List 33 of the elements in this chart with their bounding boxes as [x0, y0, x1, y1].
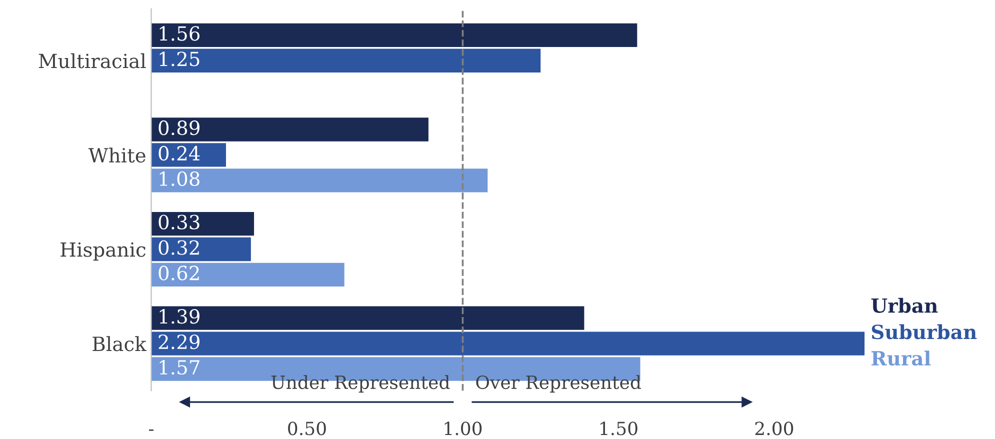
bar — [151, 262, 344, 287]
text: Rural — [872, 350, 931, 366]
data-label: 1.08 — [160, 171, 200, 186]
x-tick-label: - — [148, 429, 154, 431]
y-tick-label: Black — [92, 336, 147, 352]
x-tick-label: 0.50 — [288, 422, 326, 436]
data-label: 1.39 — [160, 309, 200, 324]
data-label: 1.57 — [160, 360, 200, 375]
text: Urban — [871, 298, 938, 313]
y-tick-label: Hispanic — [60, 242, 146, 261]
bar — [151, 306, 584, 330]
bar — [151, 118, 428, 142]
bar — [151, 48, 541, 72]
bar — [151, 23, 638, 48]
bar — [151, 143, 226, 167]
x-tick-label: 1.50 — [600, 422, 638, 436]
bar — [151, 237, 251, 262]
y-tick-label: Multiracial — [38, 53, 146, 68]
data-label: 0.32 — [158, 240, 199, 255]
data-label: 0.24 — [158, 146, 200, 161]
x-tick-label: 1.00 — [444, 422, 482, 436]
data-label: 1.25 — [160, 52, 200, 66]
data-label: 0.62 — [158, 266, 199, 280]
data-label: 2.29 — [158, 334, 200, 350]
data-label: 0.33 — [158, 214, 200, 230]
bar — [151, 212, 254, 236]
bar — [151, 332, 865, 356]
data-label: 1.56 — [160, 26, 200, 41]
y-tick-label: White — [88, 148, 146, 163]
bar — [151, 168, 488, 192]
x-tick-label: 2.00 — [755, 422, 794, 436]
data-label: 0.89 — [158, 120, 200, 136]
series-label: Suburban — [872, 324, 977, 340]
